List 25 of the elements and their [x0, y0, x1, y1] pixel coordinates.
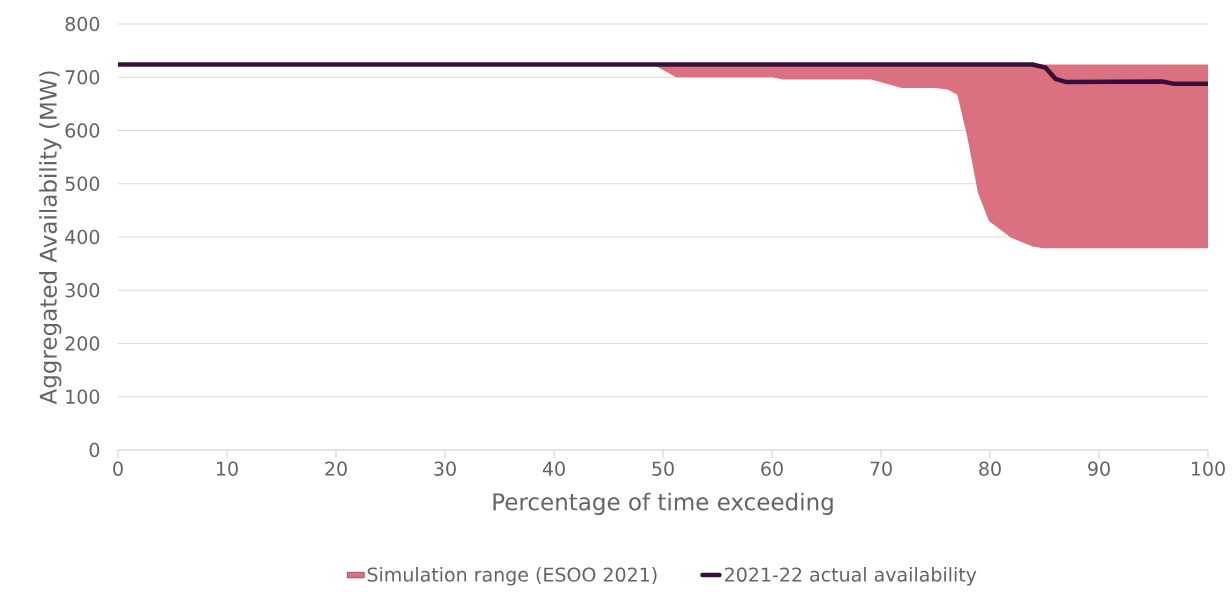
x-tick-label: 0: [113, 461, 123, 476]
x-tick-label: 20: [325, 461, 347, 476]
line-series: [118, 62, 1209, 86]
x-tick-label: 100: [1191, 461, 1225, 476]
y-tick-label: 800: [65, 16, 100, 32]
y-tick-label: 100: [66, 389, 100, 404]
y-tick-label: 500: [65, 176, 100, 191]
legend-label: Simulation range (ESOO 2021): [367, 567, 657, 586]
x-axis-title: Percentage of time exceeding: [493, 492, 833, 515]
y-tick-label: 700: [65, 70, 100, 85]
x-tick-label: 40: [542, 461, 565, 476]
x-tick-label: 10: [217, 461, 238, 476]
y-tick-label: 600: [65, 123, 100, 138]
y-axis-title: Aggregated Availability (MW): [39, 71, 62, 405]
x-tick-label: 60: [761, 461, 783, 476]
y-tick-label: 400: [65, 229, 100, 245]
x-tick-label: 80: [979, 461, 1001, 476]
y-tick-label: 200: [65, 336, 100, 351]
x-tick-label: 30: [434, 461, 456, 476]
y-tick-label: 0: [89, 442, 100, 458]
x-tick-label: 90: [1088, 461, 1110, 476]
x-tick-label: 50: [652, 461, 674, 476]
x-tick-label: 70: [870, 461, 892, 476]
legend-label: 2021-22 actual availability: [725, 567, 977, 586]
y-tick-label: 300: [65, 283, 100, 298]
